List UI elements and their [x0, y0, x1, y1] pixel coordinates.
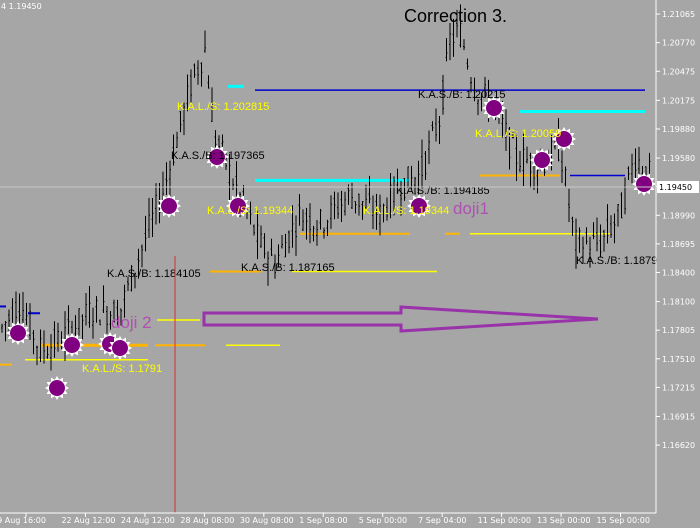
doji-marker [632, 172, 656, 196]
level-label: K.A.S./B: 1.20215 [418, 89, 505, 101]
price-tick-label: 1.20770 [662, 39, 695, 48]
level-label: K.A.L./S: 1.20059 [475, 128, 561, 140]
price-tick-label: 1.19880 [662, 125, 695, 134]
price-tick-label: 1.16620 [662, 441, 695, 450]
price-tick-label: 1.18100 [662, 298, 695, 307]
level-labels-layer: K.A.L./S: 1.202815 K.A.S./B: 1.197365 K.A.… [82, 89, 657, 375]
price-tick-label: 1.18695 [662, 240, 695, 249]
time-tick-label: 1 Sep 08:00 [299, 516, 347, 525]
plot-area [0, 0, 656, 513]
time-tick-label: 13 Sep 00:00 [537, 516, 590, 525]
time-tick-label: 22 Aug 12:00 [61, 516, 115, 525]
price-tick-label: 1.21065 [662, 10, 695, 19]
doji-marker [205, 145, 229, 169]
price-tick-label: 1.20475 [662, 67, 695, 76]
time-axis: 19 Aug 16:00 22 Aug 12:00 24 Aug 12:00 28 A… [0, 513, 650, 525]
candles-layer [1, 4, 651, 371]
doji-marker [108, 336, 132, 360]
doji-marker [45, 376, 69, 400]
doji2-annotation: doji 2 [111, 313, 152, 332]
doji-marker [407, 194, 431, 218]
doji-marker [530, 148, 554, 172]
correction-arrow [202, 305, 599, 333]
time-tick-label: 24 Aug 12:00 [121, 516, 175, 525]
level-label: K.A.S./B: 1.1879 [576, 255, 657, 267]
price-tick-label: 1.16915 [662, 413, 695, 422]
levels-layer [0, 84, 645, 366]
doji-marker [60, 333, 84, 357]
time-tick-label: 7 Sep 04:00 [418, 516, 466, 525]
level-label: K.A.S./B: 1.197365 [171, 150, 265, 162]
time-tick-label: 19 Aug 16:00 [0, 516, 46, 525]
price-axis: 1.21065 1.20770 1.20475 1.20175 1.19880 1.195… [656, 10, 695, 450]
time-tick-label: 5 Sep 00:00 [359, 516, 407, 525]
doji-marker [482, 96, 506, 120]
price-tick-label: 1.19580 [662, 154, 695, 163]
level-label: K.A.S./B: 1.194185 [396, 185, 490, 197]
doji-markers-layer [6, 96, 656, 400]
level-label: K.A.S./B: 1.187165 [241, 262, 335, 274]
doji-marker [157, 194, 181, 218]
price-tick-label: 1.20175 [662, 96, 695, 105]
time-tick-label: 11 Sep 00:00 [478, 516, 531, 525]
doji-marker [226, 194, 250, 218]
chart-title: Correction 3. [404, 6, 507, 26]
price-tick-label: 1.18990 [662, 211, 695, 220]
price-tick-label: 1.17805 [662, 326, 695, 335]
doji-marker [6, 321, 30, 345]
level-label: K.A.L./S: 1.202815 [177, 101, 269, 113]
time-tick-label: 30 Aug 08:00 [240, 516, 294, 525]
current-price-label: 1.19450 [659, 183, 692, 192]
current-price-box [657, 181, 699, 193]
time-tick-label: 15 Sep 00:00 [597, 516, 650, 525]
price-tick-label: 1.18400 [662, 269, 695, 278]
doji-marker [552, 127, 576, 151]
time-tick-label: 28 Aug 08:00 [180, 516, 234, 525]
level-label: K.A.S./B: 1.184105 [107, 268, 201, 280]
doji1-annotation: doji1 [453, 199, 489, 218]
price-tick-label: 1.17215 [662, 383, 695, 392]
price-tick-label: 1.17510 [662, 355, 695, 364]
level-label: K.A.L./S: 1.1791 [82, 363, 162, 375]
level-label: K.A.L./S: 1.19344 [207, 205, 293, 217]
level-label: K.A.L./S: 1.19344 [363, 205, 449, 217]
symbol-price-header: 4 1.19450 [1, 2, 42, 11]
